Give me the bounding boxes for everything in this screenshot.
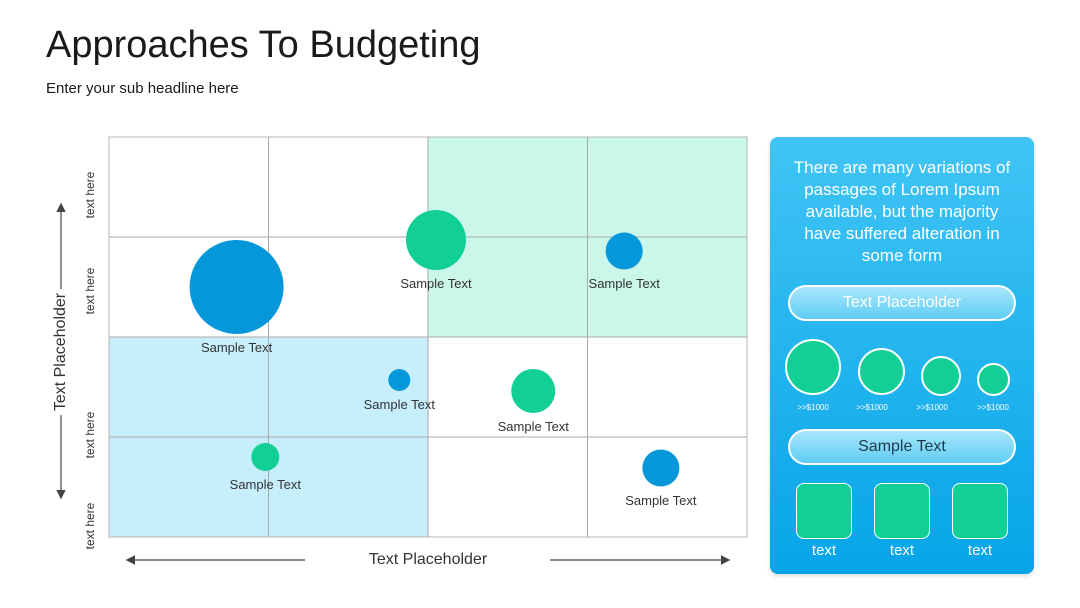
y-tick-label-2: text here xyxy=(83,411,97,459)
bubble-point-6 xyxy=(251,443,280,471)
budget-bubble-3 xyxy=(921,356,961,396)
text-square-label-3: text xyxy=(967,542,993,559)
text-placeholder-pill[interactable]: Text Placeholder xyxy=(788,285,1016,321)
text-square-2 xyxy=(874,483,930,539)
text-square-label-2: text xyxy=(889,542,915,559)
page-subtitle: Enter your sub headline here xyxy=(46,80,239,97)
y-axis-label: Text Placeholder xyxy=(52,288,70,416)
bubble-point-label-4: Sample Text xyxy=(363,397,435,412)
bubble-point-label-2: Sample Text xyxy=(400,276,472,291)
budget-bubble-4 xyxy=(977,363,1010,396)
bubble-point-1 xyxy=(189,240,284,334)
bubble-point-5 xyxy=(511,369,556,413)
budget-bubble-label-4: >>$1000 xyxy=(977,403,1009,412)
page-title: Approaches To Budgeting xyxy=(46,24,481,66)
bubble-point-label-6: Sample Text xyxy=(229,477,301,492)
bubble-point-label-7: Sample Text xyxy=(625,492,697,508)
budget-bubble-label-1: >>$1000 xyxy=(797,403,829,412)
x-axis-label: Text Placeholder xyxy=(368,551,488,568)
bubble-point-label-3: Sample Text xyxy=(588,275,660,291)
text-square-1 xyxy=(796,483,852,539)
matrix-canvas xyxy=(56,136,748,565)
text-square-label-1: text xyxy=(811,542,837,559)
info-panel: There are many variations of passages of… xyxy=(770,137,1034,574)
bubble-point-7 xyxy=(642,449,680,487)
budget-bubble-label-2: >>$1000 xyxy=(856,403,888,412)
bubble-point-2 xyxy=(405,210,466,270)
text-square-3 xyxy=(952,483,1008,539)
budget-bubble-1 xyxy=(785,339,841,395)
bubble-point-4 xyxy=(388,369,411,391)
budget-bubble-label-3: >>$1000 xyxy=(916,403,948,412)
bubble-point-3 xyxy=(605,232,643,270)
budget-bubble-2 xyxy=(858,348,905,395)
bubble-matrix: Text Placeholder text here text here tex… xyxy=(52,136,748,568)
bubble-point-label-1: Sample Text xyxy=(200,340,273,355)
y-tick-label-3: text here xyxy=(83,267,97,315)
y-tick-label-1: text here xyxy=(83,502,97,550)
y-tick-label-4: text here xyxy=(83,171,97,219)
sample-text-pill[interactable]: Sample Text xyxy=(788,429,1016,465)
panel-description: There are many variations of passages of… xyxy=(793,158,1011,265)
bubble-point-label-5: Sample Text xyxy=(497,419,569,434)
